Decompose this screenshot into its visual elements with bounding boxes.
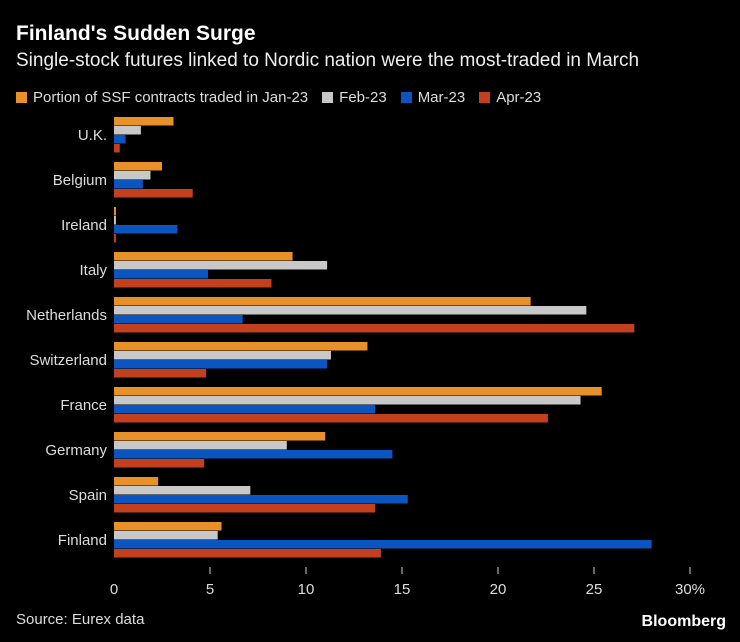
bar [114,279,272,288]
bar [114,360,328,369]
legend-item: Apr-23 [479,89,541,106]
bar [114,540,652,549]
bar [114,261,328,270]
bar [114,549,381,558]
legend-label: Mar-23 [417,89,466,106]
bar [114,441,287,450]
bar [114,306,587,315]
legend-label: Apr-23 [496,89,542,106]
bar [114,117,174,126]
bar [114,162,162,171]
bar [114,369,207,378]
legend-swatch [479,92,491,103]
legend-item: Mar-23 [400,89,466,106]
category-label: Germany [45,442,107,459]
bar [114,414,548,423]
bar [114,252,293,261]
category-label: Spain [69,487,107,504]
bar [114,531,218,540]
bar [114,459,205,468]
bar [114,396,581,405]
legend-swatch [400,92,412,103]
x-tick-label: 15 [394,581,411,598]
bar [114,486,251,495]
bar [114,324,635,333]
legend-item: Feb-23 [322,89,387,106]
legend-swatch [322,92,334,103]
bar [114,234,116,243]
bar [114,135,126,144]
bar [114,405,376,414]
bar [114,270,209,279]
bar [114,504,376,513]
bloomberg-logo: Bloomberg [641,613,726,630]
bar [114,432,326,441]
legend-swatch [16,92,27,103]
bar [114,387,602,396]
bar [114,297,531,306]
category-label: Finland [58,532,107,549]
x-tick-label: 30% [675,581,705,598]
category-label: U.K. [78,127,107,144]
category-label: France [60,397,107,414]
chart-subtitle: Single-stock futures linked to Nordic na… [16,50,640,71]
bar [114,180,143,189]
bar [114,351,331,360]
x-tick-label: 5 [206,581,214,598]
bar [114,315,243,324]
bar [114,216,116,225]
bar [114,126,141,135]
x-tick-label: 0 [110,581,118,598]
bar [114,189,193,198]
category-label: Switzerland [29,352,107,369]
category-label: Italy [79,262,107,279]
category-label: Belgium [53,172,107,189]
bar [114,171,151,180]
chart-title: Finland's Sudden Surge [16,22,256,45]
bar [114,450,393,459]
category-label: Ireland [61,217,107,234]
bar [114,207,116,216]
legend-label: Portion of SSF contracts traded in Jan-2… [33,89,309,106]
x-tick-label: 10 [298,581,315,598]
bar [114,495,408,504]
legend: Portion of SSF contracts traded in Jan-2… [16,89,541,106]
legend-item: Portion of SSF contracts traded in Jan-2… [16,89,308,106]
x-tick-label: 25 [586,581,603,598]
source-note: Source: Eurex data [16,611,145,628]
bar [114,144,120,153]
bar [114,522,222,531]
legend-label: Feb-23 [339,89,387,106]
bar [114,477,159,486]
x-tick-label: 20 [490,581,507,598]
bar [114,225,178,234]
bar [114,342,368,351]
category-label: Netherlands [26,307,107,324]
